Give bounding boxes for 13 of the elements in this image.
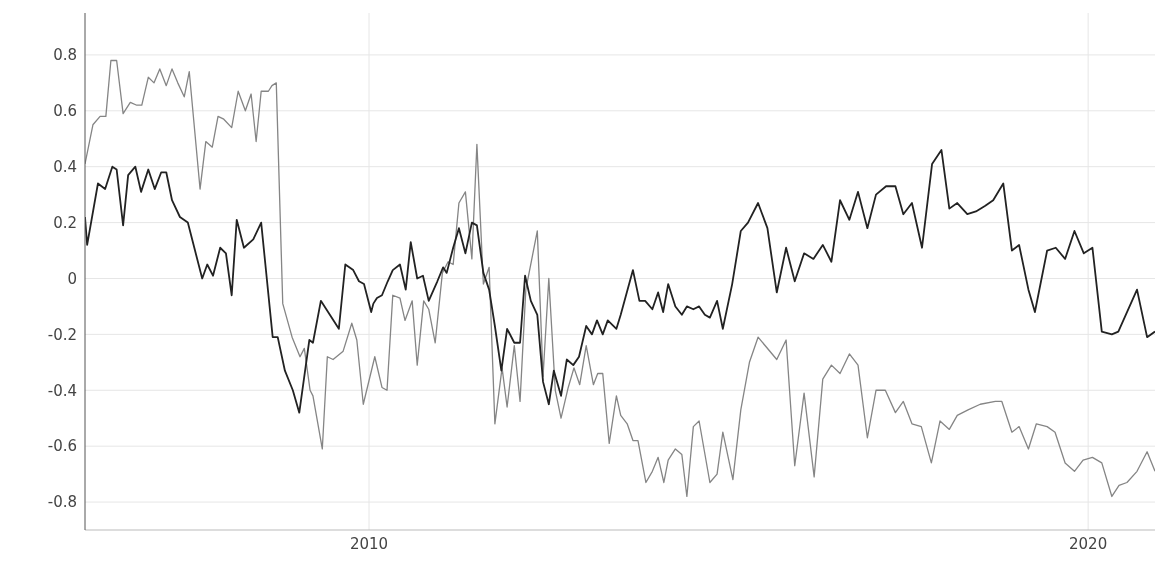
- y-tick-label: 0.2: [53, 213, 77, 232]
- x-tick-label: 2010: [349, 534, 389, 553]
- y-tick-label: -0.8: [47, 493, 77, 512]
- y-tick-label: 0.4: [53, 158, 77, 177]
- x-tick-label: 2020: [1069, 534, 1108, 553]
- y-tick-label: 0.8: [53, 46, 77, 65]
- line-series: [85, 149, 1155, 414]
- line-series: [85, 59, 1155, 498]
- y-tick-label: -0.4: [47, 381, 77, 400]
- y-tick-label: -0.6: [47, 437, 77, 456]
- y-tick-label: 0.6: [53, 102, 77, 121]
- y-tick-label: 0: [67, 269, 77, 288]
- y-tick-label: -0.2: [47, 325, 77, 344]
